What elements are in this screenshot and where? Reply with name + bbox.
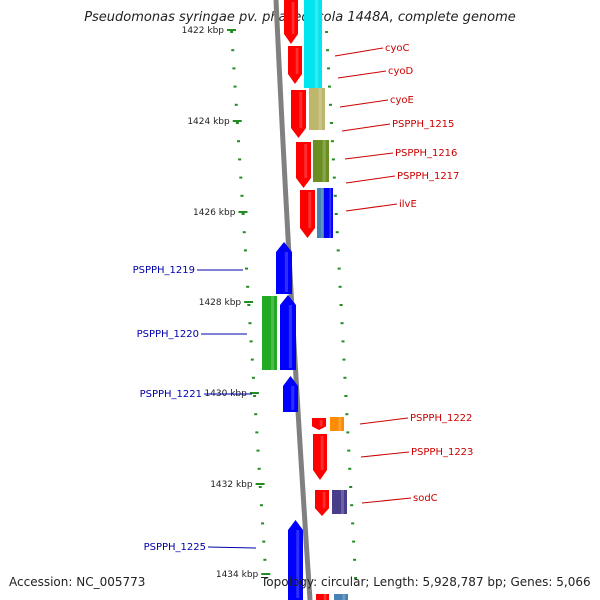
gene-label-cyoE: cyoE: [390, 95, 414, 106]
gene-arrow-cyoC-shade: [291, 2, 295, 34]
feature-khaki-cyoE: [309, 88, 325, 130]
gene-label-PSPPH_1216: PSPPH_1216: [395, 148, 457, 159]
feature-blue-ilvE: [324, 188, 333, 238]
scale-label: 1426 kbp: [193, 208, 236, 218]
gene-arrow-PSPPH_1222-shade: [319, 420, 323, 427]
gene-label-PSPPH_1222: PSPPH_1222: [410, 413, 472, 424]
gene-arrow-cyoE: [291, 90, 306, 138]
feature-green-PSPPH_1220: [262, 296, 277, 370]
feature-cyan-cyoC: [304, 0, 322, 88]
gene-arrow-PSPPH_1222: [312, 418, 326, 430]
gene-label-PSPPH_1219: PSPPH_1219: [133, 265, 195, 276]
label-connector-PSPPH_1215: [341, 123, 391, 132]
scale-label: 1428 kbp: [199, 298, 242, 308]
feature-steel-partial: [334, 594, 348, 600]
label-connector-PSPPH_1217: [345, 175, 396, 184]
feature-slate-sodC: [332, 490, 347, 514]
label-connector-PSPPH_1216: [344, 152, 394, 160]
gene-arrow-PSPPH_1219: [276, 242, 292, 294]
gene-block-partial-shade: [323, 594, 327, 600]
scale-label: 1432 kbp: [210, 480, 253, 490]
gene-label-PSPPH_1225: PSPPH_1225: [144, 542, 206, 553]
gene-label-PSPPH_1217: PSPPH_1217: [397, 171, 459, 182]
feature-slate-sodC-shade: [341, 490, 344, 514]
gene-block-partial: [316, 594, 329, 600]
feature-olive-PSPPH_1216-shade: [322, 140, 326, 182]
gene-label-cyoD: cyoD: [388, 66, 414, 77]
scale-label: 1422 kbp: [182, 26, 225, 36]
topology-text: Topology: circular; Length: 5,928,787 bp…: [261, 575, 591, 589]
scale-label: 1424 kbp: [187, 117, 230, 127]
gene-label-ilvE: ilvE: [399, 199, 417, 210]
gene-arrow-cyoE-shade: [299, 92, 303, 128]
label-connector-cyoD: [337, 70, 387, 79]
feature-olive-PSPPH_1216: [313, 140, 329, 182]
gene-arrow-PSPPH_1225-shade: [296, 530, 300, 598]
label-connector-cyoE: [339, 99, 389, 108]
feature-cyan-cyoC-shade: [314, 0, 319, 88]
label-connector-PSPPH_1225: [207, 546, 257, 549]
gene-arrow-ilvE: [300, 190, 315, 238]
gene-arrow-PSPPH_1219-shade: [284, 252, 288, 292]
feature-steel-ilvE: [317, 188, 324, 238]
scale-label: 1434 kbp: [216, 570, 259, 580]
feature-green-PSPPH_1220-shade: [271, 296, 274, 370]
map-title: Pseudomonas syringae pv. phaseolicola 14…: [84, 10, 516, 25]
gene-arrow-cyoD-shade: [295, 48, 299, 74]
label-connector-sodC: [361, 497, 412, 504]
gene-arrow-PSPPH_1223: [313, 434, 327, 480]
label-connector-cyoC: [334, 47, 384, 57]
feature-khaki-cyoE-shade: [318, 88, 322, 130]
gene-arrow-sodC-shade: [322, 492, 326, 509]
feature-steel-ilvE-shade: [321, 188, 323, 238]
gene-arrow-sodC: [315, 490, 329, 516]
gene-label-cyoC: cyoC: [385, 43, 410, 54]
gene-arrow-PSPPH_1216-shade: [304, 144, 308, 178]
gene-arrow-ilvE-shade: [308, 192, 312, 228]
label-connector-ilvE: [345, 203, 398, 212]
gene-arrow-PSPPH_1216: [296, 142, 311, 188]
gene-arrow-PSPPH_1221: [283, 376, 298, 412]
label-connector-PSPPH_1223: [360, 451, 410, 458]
label-connector-PSPPH_1222: [359, 417, 409, 425]
gene-label-PSPPH_1220: PSPPH_1220: [137, 329, 199, 340]
gene-arrow-PSPPH_1220: [280, 295, 296, 370]
gene-arrow-PSPPH_1225: [288, 520, 303, 600]
gene-arrow-cyoC: [284, 0, 298, 44]
accession-text: Accession: NC_005773: [9, 575, 146, 589]
feature-steel-partial-shade: [342, 594, 346, 600]
feature-orange-PSPPH_1222: [330, 417, 344, 431]
gene-arrow-cyoD: [288, 46, 302, 84]
gene-label-PSPPH_1221: PSPPH_1221: [140, 389, 202, 400]
gene-label-PSPPH_1223: PSPPH_1223: [411, 447, 473, 458]
gene-label-sodC: sodC: [413, 493, 438, 504]
feature-blue-ilvE-shade: [329, 188, 332, 238]
gene-arrow-PSPPH_1221-shade: [291, 386, 295, 410]
gene-arrow-PSPPH_1220-shade: [288, 305, 292, 368]
gene-label-PSPPH_1215: PSPPH_1215: [392, 119, 454, 130]
feature-orange-PSPPH_1222-shade: [338, 417, 342, 431]
gene-arrow-PSPPH_1223-shade: [320, 436, 324, 470]
